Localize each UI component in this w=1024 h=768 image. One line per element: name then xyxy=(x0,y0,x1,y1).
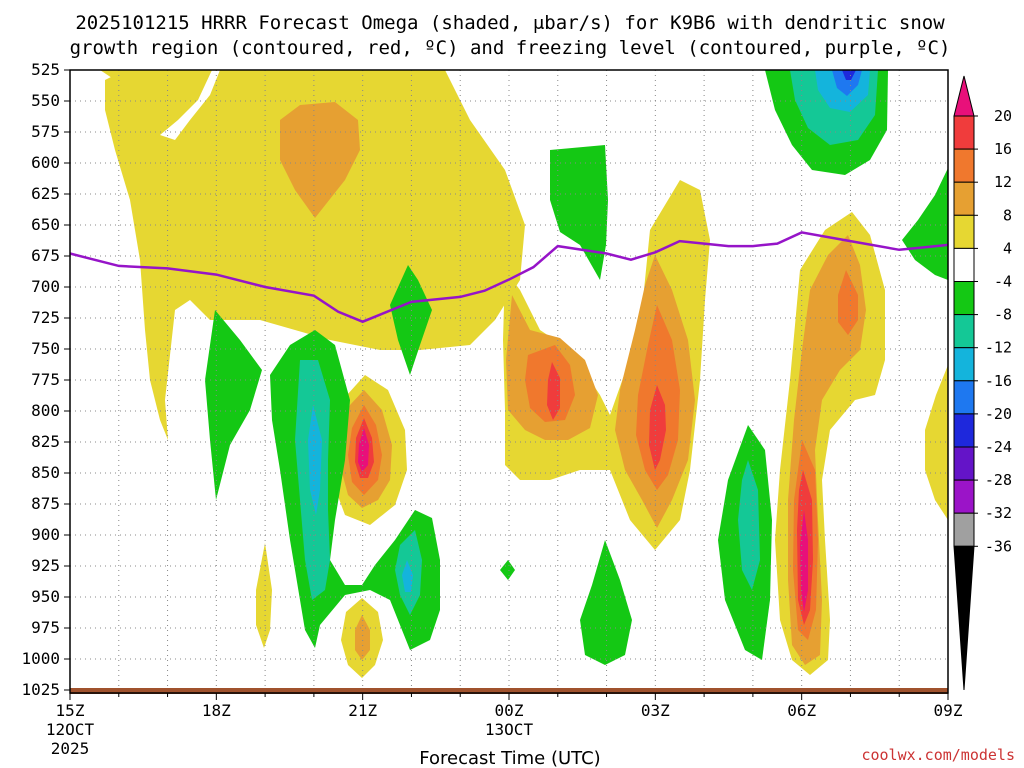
colorbar-segment xyxy=(953,148,975,183)
x-tick-label: 09Z xyxy=(934,701,963,720)
colorbar-label: 12 xyxy=(994,173,1012,191)
colorbar-label: -36 xyxy=(985,537,1012,555)
colorbar-label: -12 xyxy=(985,339,1012,357)
colorbar-segment xyxy=(953,281,975,316)
omega-contour-neg-07z-top-blue xyxy=(832,70,862,96)
omega-negative-regions xyxy=(205,70,948,665)
omega-contour-neg-05z-teal xyxy=(738,460,760,590)
y-tick-label: 625 xyxy=(31,184,60,203)
chart-title-line1: 2025101215 HRRR Forecast Omega (shaded, … xyxy=(75,12,945,34)
x-tick-date-label: 12OCT xyxy=(46,720,95,739)
y-tick-label: 950 xyxy=(31,587,60,606)
plot-grid xyxy=(70,70,948,690)
y-tick-label: 675 xyxy=(31,246,60,265)
y-tick-label: 700 xyxy=(31,277,60,296)
colorbar-segment-top-arrow xyxy=(953,75,975,117)
y-tick-label: 1000 xyxy=(21,649,60,668)
colorbar-label: 8 xyxy=(1003,206,1012,224)
x-tick-label: 21Z xyxy=(348,701,377,720)
y-tick-label: 800 xyxy=(31,401,60,420)
colorbar-label: 16 xyxy=(994,140,1012,158)
ground-strip xyxy=(70,688,948,694)
colorbar-label: -16 xyxy=(985,372,1012,390)
omega-shading xyxy=(100,70,948,678)
colorbar: 20 16 12 8 4 -4 -8 -12 -16 -20 -24 -28 -32 -36 xyxy=(953,75,1012,691)
omega-contour-pos-03z-red xyxy=(649,385,666,470)
credit-text: coolwx.com/models xyxy=(861,746,1015,764)
y-tick-label: 825 xyxy=(31,432,60,451)
colorbar-segment xyxy=(953,214,975,249)
x-tick-date-label: 13OCT xyxy=(485,720,534,739)
colorbar-label: -8 xyxy=(994,306,1012,324)
colorbar-label: 4 xyxy=(1003,239,1012,257)
omega-contour-pos-upper-mid xyxy=(280,102,360,218)
colorbar-label: 20 xyxy=(994,107,1012,125)
y-tick-label: 650 xyxy=(31,215,60,234)
omega-contour-pos-upper-white-notch xyxy=(160,70,220,140)
omega-contour-neg-18z-left xyxy=(205,310,262,500)
colorbar-segment xyxy=(953,479,975,514)
colorbar-label: -28 xyxy=(985,471,1012,489)
colorbar-segment xyxy=(953,347,975,382)
x-axis-title: Forecast Time (UTC) xyxy=(419,748,600,768)
colorbar-label: -32 xyxy=(985,504,1012,522)
y-tick-label: 725 xyxy=(31,308,60,327)
colorbar-segment xyxy=(953,512,975,547)
y-tick-label: 875 xyxy=(31,494,60,513)
y-axis: 525 550 575 600 625 650 675 700 725 750 775 800 825 8… xyxy=(21,60,70,699)
y-tick-label: 850 xyxy=(31,463,60,482)
y-tick-label: 575 xyxy=(31,122,60,141)
omega-contour-pos-left-small xyxy=(256,543,272,648)
colorbar-segment-bottom-arrow xyxy=(953,545,975,691)
x-tick-label: 18Z xyxy=(202,701,231,720)
colorbar-segment xyxy=(953,446,975,481)
colorbar-label: -20 xyxy=(985,405,1012,423)
colorbar-segment xyxy=(953,115,975,150)
omega-contour-neg-00z-mid xyxy=(550,145,608,280)
y-tick-label: 600 xyxy=(31,153,60,172)
colorbar-segment xyxy=(953,380,975,415)
y-tick-label: 750 xyxy=(31,339,60,358)
omega-contour-neg-00z-small xyxy=(500,560,515,580)
omega-contour-pos-00z-red xyxy=(547,362,560,420)
colorbar-segment xyxy=(953,247,975,282)
y-tick-label: 525 xyxy=(31,60,60,79)
omega-contour-pos-right-edge xyxy=(925,365,948,520)
y-tick-label: 775 xyxy=(31,370,60,389)
omega-contour-neg-01z-low xyxy=(580,540,632,665)
omega-contour-pos-21z-magenta xyxy=(358,428,369,472)
omega-contour-neg-right-edge xyxy=(902,168,948,280)
freezing-level-line xyxy=(69,231,949,324)
x-tick-label: 03Z xyxy=(641,701,670,720)
colorbar-label: -24 xyxy=(985,438,1012,456)
colorbar-segment xyxy=(953,181,975,216)
y-tick-label: 550 xyxy=(31,91,60,110)
x-tick-label: 06Z xyxy=(787,701,816,720)
colorbar-segment xyxy=(953,413,975,448)
x-tick-label: 00Z xyxy=(495,701,524,720)
x-tick-year-label: 2025 xyxy=(51,739,90,758)
colorbar-label: -4 xyxy=(994,273,1012,291)
omega-contour-neg-20z-teal xyxy=(295,360,422,615)
chart-title-line2: growth region (contoured, red, ºC) and f… xyxy=(70,37,951,59)
y-tick-label: 925 xyxy=(31,556,60,575)
colorbar-segment xyxy=(953,314,975,349)
omega-contour-neg-07z-top-darkblue xyxy=(842,70,856,80)
y-tick-label: 975 xyxy=(31,618,60,637)
omega-contour-pos-21z-low-orange xyxy=(355,615,370,660)
y-tick-label: 900 xyxy=(31,525,60,544)
y-tick-label: 1025 xyxy=(21,680,60,699)
x-tick-label: 15Z xyxy=(56,701,85,720)
